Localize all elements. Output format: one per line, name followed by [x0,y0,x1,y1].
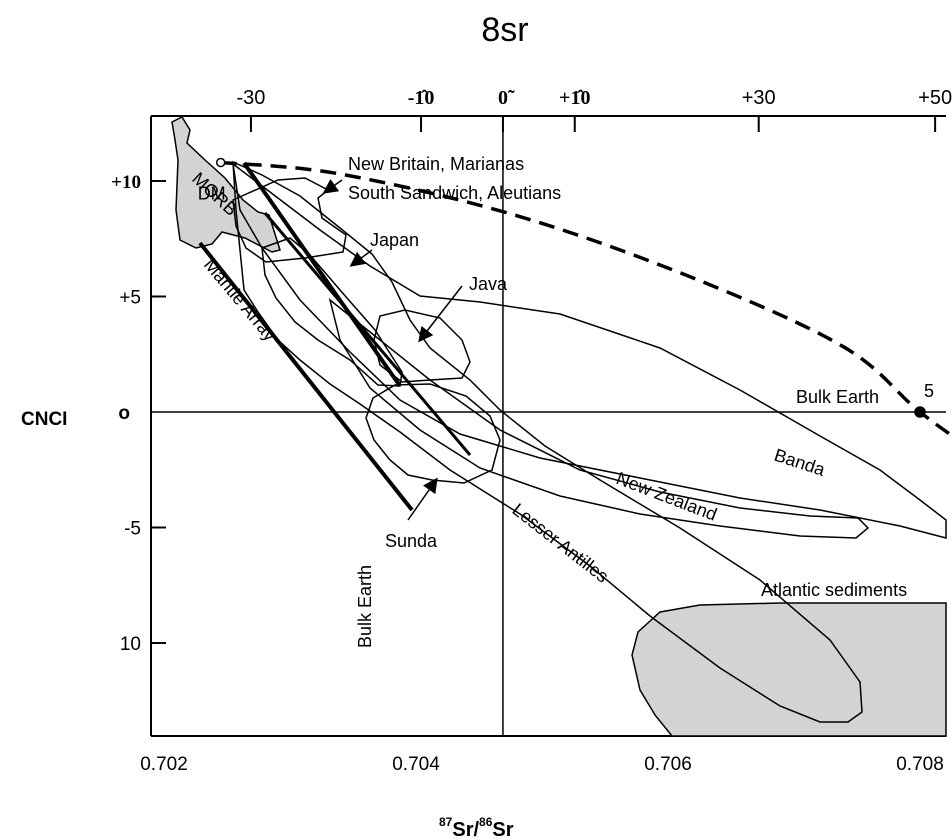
x-axis-label-base2: Sr [492,819,513,840]
y-tick-label: -5 [124,519,141,540]
label-new-britain-line1: New Britain, Marianas [348,154,524,174]
arrow-japan [349,249,373,267]
label-banda: Banda [772,445,829,480]
y-tick-label: +10 [111,172,141,193]
x-tick-label: 0.708 [896,754,944,775]
x-axis-label-sup2: 86 [479,815,493,829]
top-tick-label: +30 [742,87,776,109]
point-label-5: 5 [924,381,934,401]
label-lesser-antilles: Lesser Antilles [509,499,613,586]
data-points: DM5S [198,157,934,418]
subduction-trend-line-right [263,212,472,456]
mixing-curve [220,160,952,438]
chart-title: 8sr [481,11,528,49]
top-tick-label: -1̂0 [408,87,435,109]
region-morb [171,116,281,253]
top-tick-label: +1̂0 [559,87,590,109]
label-mantle-array: Mantle Array [200,255,280,345]
x-axis-label-base1: Sr/ [452,819,479,840]
label-sunda: Sunda [385,531,438,551]
subduction-trend-line-left [242,161,402,388]
arrow-new-britain [322,178,343,194]
point-label-dm: DM [198,184,226,204]
region-atlantic-sediments [631,602,947,737]
label-atlantic-sediments: Atlantic sediments [761,580,907,600]
region-lesser-antilles [232,160,863,723]
point-5 [914,406,926,418]
bulk-earth-lines [151,116,946,736]
x-axis-label: 87Sr/86Sr [439,815,514,840]
label-arrows [322,178,463,521]
top-tick-label: +50 [918,87,952,109]
mantle-array-line [198,241,414,512]
y-axis-ticks: +10 +5 o -5 10 [111,172,166,655]
top-axis-ticks: -30-1̂00̃+1̂0+30+50+70 [236,87,952,132]
mantle-array-lines [198,161,472,512]
label-japan: Japan [370,230,419,250]
top-tick-label: 0̃ [498,87,515,109]
point-dm [215,157,226,168]
arrow-java [418,285,463,343]
label-new-britain-line2: South Sandwich, Aleutians [348,183,561,203]
x-tick-label: 0.706 [644,754,692,775]
label-bulk-earth-vertical: Bulk Earth [355,565,375,648]
region-outlines [231,160,947,723]
region-japan [261,237,403,387]
arrow-sunda [407,477,438,521]
y-tick-label: o [118,403,130,424]
region-sunda [365,383,501,484]
label-bulk-earth-horizontal: Bulk Earth [796,387,879,407]
label-java: Java [469,274,508,294]
top-tick-label: -30 [236,87,265,109]
y-tick-label: +5 [119,288,141,309]
x-tick-label: 0.702 [140,754,188,775]
y-tick-label: 10 [120,634,141,655]
label-new-zealand: New Zealand [614,468,720,525]
region-banda [231,162,947,539]
region-new-britain [232,177,347,263]
y-axis-label: CNCI [21,409,67,430]
x-axis-label-sup1: 87 [439,815,453,829]
region-new-zealand [328,298,870,539]
x-tick-label: 0.704 [392,754,440,775]
